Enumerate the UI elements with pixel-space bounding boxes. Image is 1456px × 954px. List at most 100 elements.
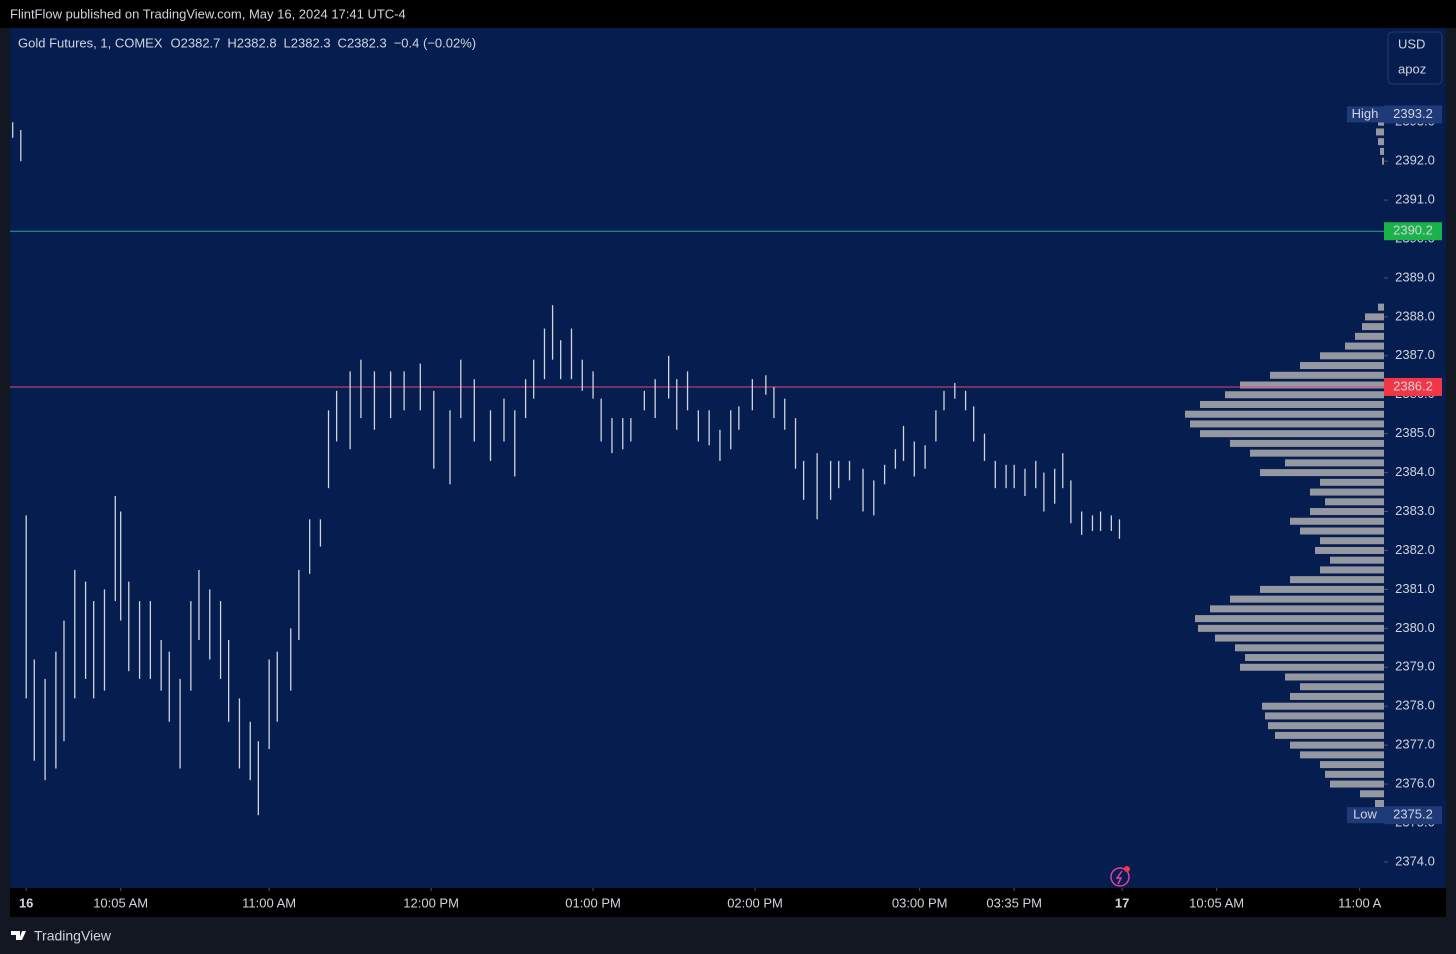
profile-bar: [1195, 615, 1384, 623]
marker-value: 2375.2: [1393, 807, 1433, 822]
profile-bar: [1382, 157, 1384, 165]
x-tick-label: 03:00 PM: [892, 895, 948, 910]
profile-bar: [1320, 761, 1384, 769]
profile-bar: [1325, 498, 1384, 506]
plot-area: [10, 28, 1384, 888]
marker-label: High: [1352, 106, 1379, 121]
profile-bar: [1275, 731, 1384, 739]
price-label: 2390.2: [1393, 223, 1433, 238]
legend-key: O: [171, 35, 181, 50]
profile-bar: [1240, 381, 1384, 389]
profile-bar: [1310, 488, 1384, 496]
profile-bar: [1345, 342, 1384, 350]
currency[interactable]: USD: [1398, 36, 1425, 51]
brand: TradingView: [34, 928, 112, 944]
y-tick-label: 2387.0: [1395, 347, 1435, 362]
profile-bar: [1310, 508, 1384, 516]
x-tick-label: 10:05 AM: [93, 895, 148, 910]
profile-bar: [1260, 585, 1384, 593]
profile-bar: [1325, 770, 1384, 778]
top-bar: [0, 0, 1456, 28]
profile-bar: [1378, 303, 1384, 311]
scale-box[interactable]: [1387, 31, 1443, 85]
profile-bar: [1200, 430, 1384, 438]
x-tick-label: 17: [1115, 895, 1129, 910]
profile-bar: [1270, 371, 1384, 379]
marker-label: Low: [1353, 807, 1377, 822]
profile-bar: [1355, 332, 1384, 340]
legend-key: H: [227, 35, 236, 50]
profile-name[interactable]: apoz: [1398, 61, 1426, 76]
x-tick-label: 12:00 PM: [403, 895, 459, 910]
profile-bar: [1375, 800, 1384, 808]
profile-bar: [1320, 537, 1384, 545]
symbol: Gold Futures, 1, COMEX: [18, 35, 163, 50]
price-label: 2386.2: [1393, 378, 1433, 393]
profile-bar: [1185, 410, 1384, 418]
profile-bar: [1330, 780, 1384, 788]
publish-info: FlintFlow published on TradingView.com, …: [10, 6, 406, 21]
profile-bar: [1235, 644, 1384, 652]
x-tick-label: 11:00 AM: [242, 895, 296, 910]
profile-bar: [1300, 683, 1384, 691]
y-tick-label: 2378.0: [1395, 698, 1435, 713]
profile-bar: [1290, 741, 1384, 749]
profile-bar: [1200, 400, 1384, 408]
y-tick-label: 2381.0: [1395, 581, 1435, 596]
y-tick-label: 2392.0: [1395, 153, 1435, 168]
profile-bar: [1378, 138, 1384, 146]
y-tick-label: 2377.0: [1395, 737, 1435, 752]
y-tick-label: 2384.0: [1395, 464, 1435, 479]
alert-bolt: [1115, 870, 1123, 885]
y-tick-label: 2382.0: [1395, 542, 1435, 557]
x-tick-label: 10:05 AM: [1189, 895, 1244, 910]
profile-bar: [1215, 634, 1384, 642]
alert-icon[interactable]: [1110, 866, 1130, 887]
profile-bar: [1230, 439, 1384, 447]
profile-bar: [1285, 459, 1384, 467]
profile-bar: [1362, 323, 1384, 331]
profile-bar: [1265, 712, 1384, 720]
profile-bar: [1260, 469, 1384, 477]
x-tick-label: 16: [19, 895, 33, 910]
marker-value: 2393.2: [1393, 106, 1433, 121]
profile-bar: [1315, 546, 1384, 554]
legend-value: 2382.8: [237, 35, 277, 50]
marker-label-bg: [1347, 807, 1384, 824]
profile-bar: [1268, 722, 1384, 730]
alert-ring: [1110, 867, 1130, 887]
tv-logo: [11, 931, 26, 940]
x-tick-label: 11:00 A: [1338, 895, 1381, 910]
profile-bar: [1320, 478, 1384, 486]
legend-change: −0.4 (−0.02%): [394, 35, 476, 50]
legend-key: C: [338, 35, 347, 50]
y-tick-label: 2389.0: [1395, 269, 1435, 284]
footer: [0, 917, 1456, 954]
y-tick-label: 2385.0: [1395, 425, 1435, 440]
marker-value-bg: [1384, 806, 1442, 825]
profile-bar: [1320, 352, 1384, 360]
legend-key: L: [284, 35, 291, 50]
x-tick-label: 02:00 PM: [727, 895, 783, 910]
profile-bar: [1360, 790, 1384, 798]
y-tick-label: 2383.0: [1395, 503, 1435, 518]
profile-bar: [1198, 624, 1384, 632]
price-label-bg: [1384, 377, 1442, 396]
profile-bar: [1285, 673, 1384, 681]
profile-bar: [1330, 556, 1384, 564]
profile-bar: [1240, 663, 1384, 671]
price-label-bg: [1384, 222, 1442, 241]
y-tick-label: 2391.0: [1395, 192, 1435, 207]
profile-bar: [1245, 654, 1384, 662]
time-axis: [10, 888, 1446, 917]
x-tick-label: 03:35 PM: [986, 895, 1042, 910]
legend-value: 2382.3: [291, 35, 331, 50]
y-tick-label: 2388.0: [1395, 308, 1435, 323]
y-tick-label: 2379.0: [1395, 659, 1435, 674]
profile-bar: [1380, 147, 1384, 155]
alert-dot: [1124, 866, 1130, 872]
profile-bar: [1300, 527, 1384, 535]
price-axis: [1384, 28, 1446, 888]
